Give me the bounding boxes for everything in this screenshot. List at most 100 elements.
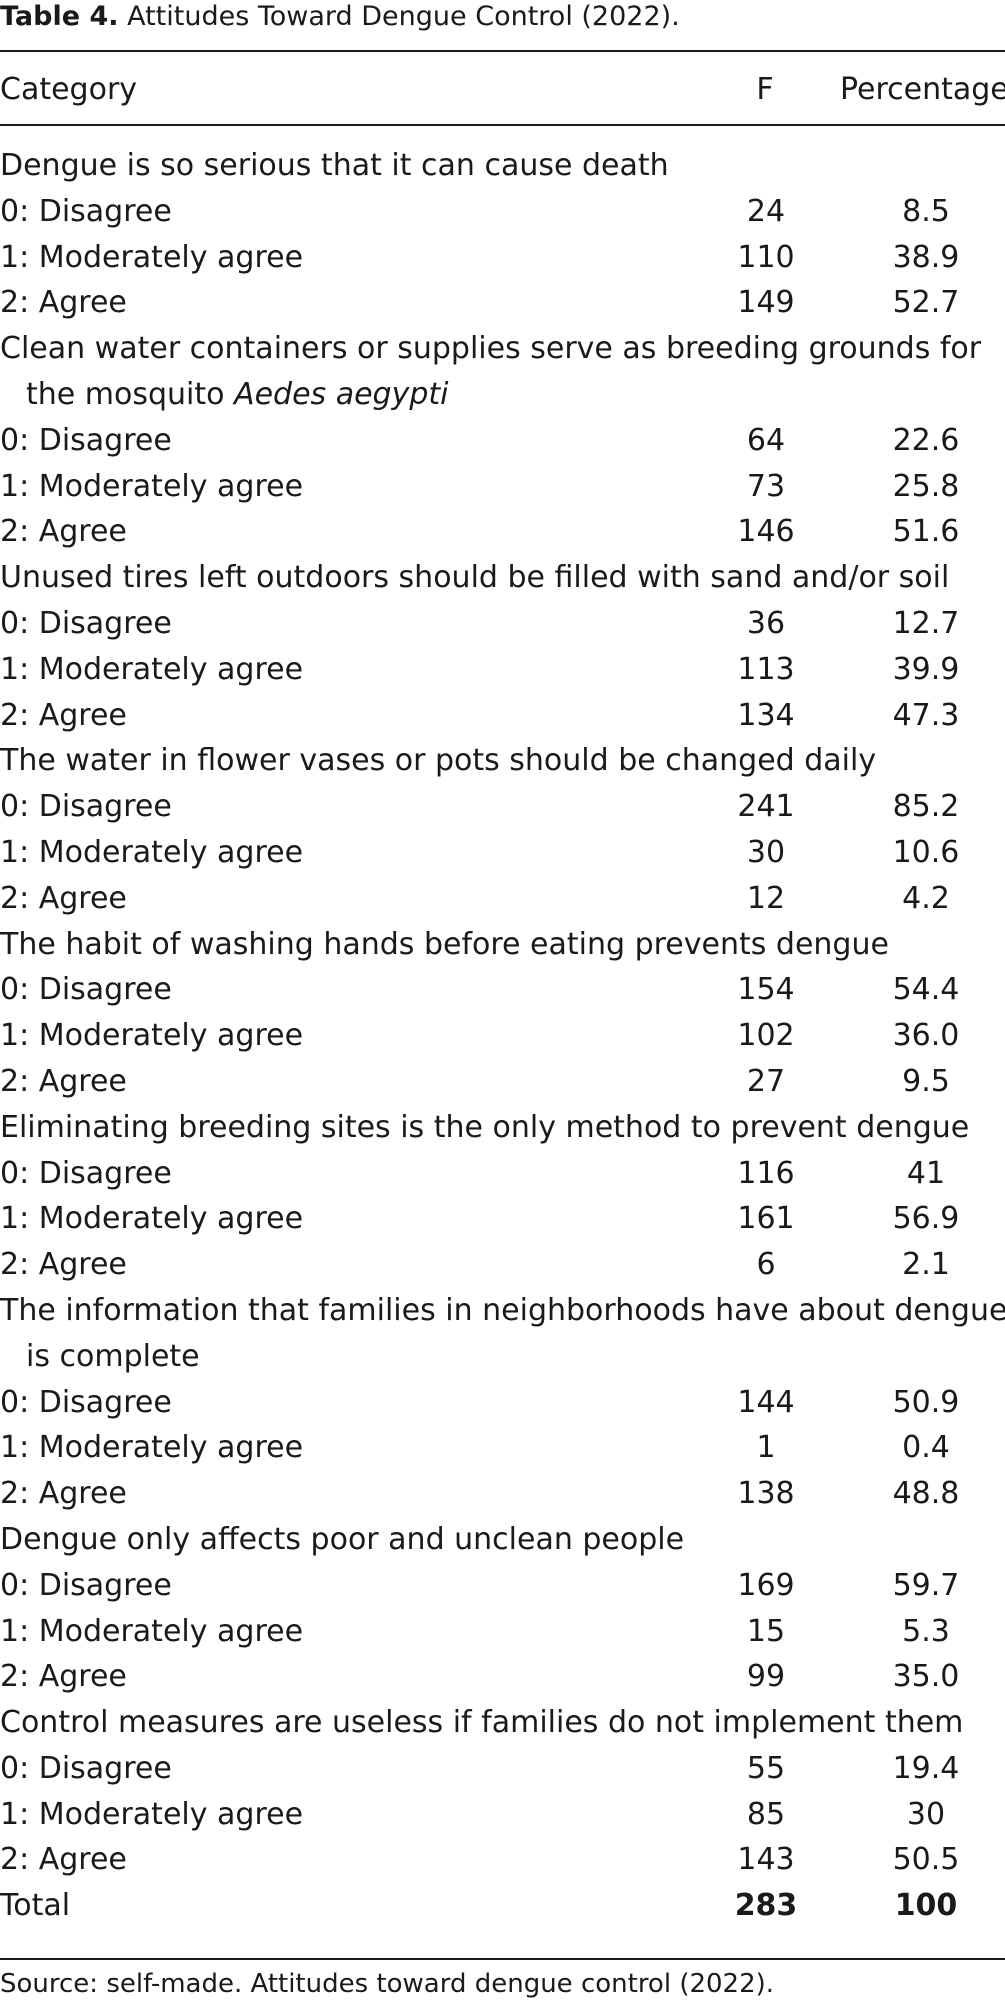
frequency-cell: 85 <box>746 1796 786 1832</box>
top-rule <box>0 50 1005 52</box>
question-label: Dengue is so serious that it can cause d… <box>0 148 669 183</box>
question-label: Dengue only affects poor and unclean peo… <box>0 1521 685 1557</box>
percentage-cell: 38.9 <box>892 239 960 275</box>
percentage-cell: 52.7 <box>892 285 960 321</box>
response-label: 0: Disagree <box>0 1567 172 1603</box>
table-row: 0: Disagree 24 8.5 <box>0 189 1005 235</box>
percentage-cell: 30 <box>906 1796 946 1832</box>
total-frequency: 283 <box>734 1888 798 1924</box>
frequency-cell: 73 <box>746 468 786 504</box>
frequency-cell: 144 <box>737 1384 795 1420</box>
percentage-cell: 2.1 <box>902 1247 950 1283</box>
response-label: 0: Disagree <box>0 605 172 641</box>
question-text: Dengue is so serious that it can cause d… <box>0 143 1005 189</box>
percentage-cell: 10.6 <box>892 834 960 870</box>
question-label: The information that families in neighbo… <box>0 1292 1005 1374</box>
question-text: The water in flower vases or pots should… <box>0 738 1005 784</box>
response-label: 1: Moderately agree <box>0 1201 304 1237</box>
frequency-cell: 24 <box>746 193 786 229</box>
percentage-cell: 48.8 <box>892 1476 960 1512</box>
frequency-cell: 6 <box>756 1247 776 1283</box>
table-row: 0: Disagree 64 22.6 <box>0 418 1005 464</box>
frequency-cell: 154 <box>737 972 795 1008</box>
percentage-cell: 0.4 <box>902 1430 950 1466</box>
total-row: Total 283 100 <box>0 1883 1005 1929</box>
frequency-cell: 146 <box>737 514 795 550</box>
percentage-cell: 50.9 <box>892 1384 960 1420</box>
frequency-cell: 110 <box>737 239 795 275</box>
table-row: 1: Moderately agree 73 25.8 <box>0 464 1005 510</box>
percentage-cell: 35.0 <box>892 1659 960 1695</box>
table-row: 2: Agree 143 50.5 <box>0 1837 1005 1883</box>
response-label: 1: Moderately agree <box>0 1613 304 1649</box>
response-label: 0: Disagree <box>0 193 172 229</box>
table-row: 1: Moderately agree 1 0.4 <box>0 1425 1005 1471</box>
response-label: 2: Agree <box>0 697 127 733</box>
frequency-cell: 30 <box>746 834 786 870</box>
table-row: 0: Disagree 116 41 <box>0 1151 1005 1197</box>
percentage-cell: 56.9 <box>892 1201 960 1237</box>
percentage-cell: 59.7 <box>892 1567 960 1603</box>
table-row: 2: Agree 99 35.0 <box>0 1654 1005 1700</box>
total-label: Total <box>0 1888 71 1924</box>
table-row: 1: Moderately agree 161 56.9 <box>0 1196 1005 1242</box>
question-text: The habit of washing hands before eating… <box>0 922 1005 968</box>
question-row: Eliminating breeding sites is the only m… <box>0 1105 1005 1151</box>
question-row: Dengue is so serious that it can cause d… <box>0 143 1005 189</box>
percentage-cell: 9.5 <box>902 1063 950 1099</box>
response-label: 2: Agree <box>0 1063 127 1099</box>
frequency-cell: 241 <box>737 789 795 825</box>
frequency-cell: 149 <box>737 285 795 321</box>
percentage-cell: 19.4 <box>892 1750 960 1786</box>
header-f: F <box>756 72 774 107</box>
question-text: The information that families in neighbo… <box>0 1288 1005 1380</box>
response-label: 1: Moderately agree <box>0 1796 304 1832</box>
question-row: The information that families in neighbo… <box>0 1288 1005 1380</box>
frequency-cell: 1 <box>756 1430 776 1466</box>
question-text: Eliminating breeding sites is the only m… <box>0 1105 1005 1151</box>
response-label: 1: Moderately agree <box>0 651 304 687</box>
frequency-cell: 161 <box>737 1201 795 1237</box>
table-row: 1: Moderately agree 15 5.3 <box>0 1609 1005 1655</box>
frequency-cell: 116 <box>737 1155 795 1191</box>
response-label: 1: Moderately agree <box>0 1018 304 1054</box>
question-row: The habit of washing hands before eating… <box>0 922 1005 968</box>
frequency-cell: 64 <box>746 422 786 458</box>
response-label: 2: Agree <box>0 1476 127 1512</box>
frequency-cell: 169 <box>737 1567 795 1603</box>
percentage-cell: 51.6 <box>892 514 960 550</box>
table-row: 0: Disagree 55 19.4 <box>0 1746 1005 1792</box>
percentage-cell: 8.5 <box>902 193 950 229</box>
percentage-cell: 12.7 <box>892 605 960 641</box>
table-row: 0: Disagree 169 59.7 <box>0 1563 1005 1609</box>
percentage-cell: 50.5 <box>892 1842 960 1878</box>
question-label: The water in flower vases or pots should… <box>0 743 877 779</box>
frequency-cell: 138 <box>737 1476 795 1512</box>
response-label: 0: Disagree <box>0 1750 172 1786</box>
question-row: Clean water containers or supplies serve… <box>0 326 1005 418</box>
table-caption-title: Attitudes Toward Dengue Control (2022). <box>127 1 680 32</box>
header-percentage: Percentage <box>840 72 1005 107</box>
question-label: Eliminating breeding sites is the only m… <box>0 1109 970 1145</box>
response-label: 0: Disagree <box>0 422 172 458</box>
table-row: 1: Moderately agree 85 30 <box>0 1792 1005 1838</box>
percentage-cell: 54.4 <box>892 972 960 1008</box>
frequency-cell: 36 <box>746 605 786 641</box>
bottom-rule <box>0 1958 1005 1960</box>
header-rule <box>0 124 1005 126</box>
question-label: Control measures are useless if families… <box>0 1705 964 1741</box>
table-row: 2: Agree 149 52.7 <box>0 280 1005 326</box>
question-label: Unused tires left outdoors should be fil… <box>0 560 950 596</box>
table-body: Dengue is so serious that it can cause d… <box>0 143 1005 1929</box>
percentage-cell: 36.0 <box>892 1018 960 1054</box>
percentage-cell: 41 <box>906 1155 946 1191</box>
table-row: 1: Moderately agree 110 38.9 <box>0 235 1005 281</box>
frequency-cell: 102 <box>737 1018 795 1054</box>
response-label: 1: Moderately agree <box>0 468 304 504</box>
table-row: 2: Agree 146 51.6 <box>0 509 1005 555</box>
question-row: The water in flower vases or pots should… <box>0 738 1005 784</box>
table-row: 2: Agree 6 2.1 <box>0 1242 1005 1288</box>
question-text: Clean water containers or supplies serve… <box>0 326 1005 418</box>
response-label: 1: Moderately agree <box>0 239 304 275</box>
response-label: 2: Agree <box>0 1842 127 1878</box>
